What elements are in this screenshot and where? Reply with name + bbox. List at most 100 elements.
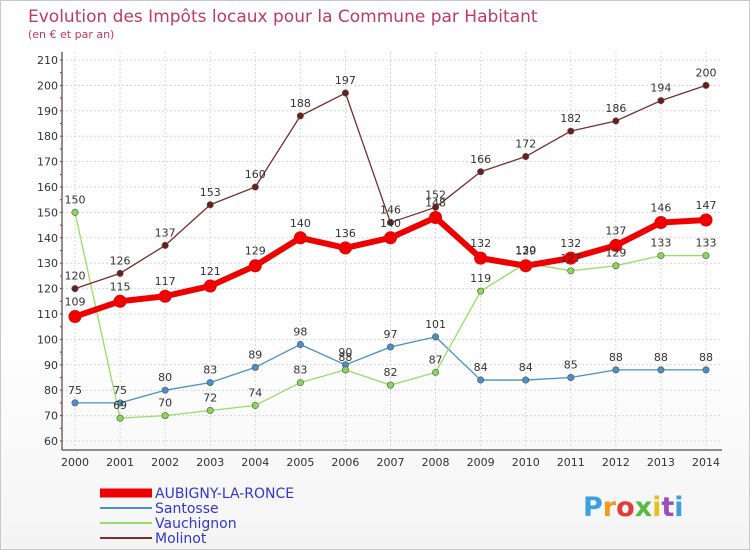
- y-tick-label-120: 120: [37, 283, 58, 296]
- legend-label-santosse: Santosse: [155, 501, 219, 517]
- logo-letter: i: [652, 492, 661, 523]
- data-label-molinot-2012: 186: [605, 102, 626, 115]
- data-point-molinot-2009: [477, 168, 485, 176]
- x-tick-label-2004: 2004: [241, 456, 269, 469]
- data-label-molinot-2011: 182: [560, 112, 581, 125]
- data-point-molinot-2002: [161, 241, 169, 249]
- data-label-molinot-2007: 146: [380, 204, 401, 217]
- y-tick-label-170: 170: [37, 156, 58, 169]
- x-tick-label-2001: 2001: [106, 456, 134, 469]
- data-point-aubigny-la-ronce-2003: [203, 279, 217, 293]
- x-tick-label-2005: 2005: [286, 456, 314, 469]
- data-point-vauchignon-2006: [341, 366, 349, 374]
- data-point-vauchignon-2008: [432, 368, 440, 376]
- y-tick-label-140: 140: [37, 232, 58, 245]
- data-label-aubigny-la-ronce-2002: 117: [155, 275, 176, 288]
- y-tick-label-90: 90: [44, 359, 58, 372]
- data-label-molinot-2013: 194: [650, 82, 671, 95]
- chart-subtitle: (en € et par an): [28, 28, 114, 41]
- data-label-molinot-2001: 126: [110, 254, 131, 267]
- logo-letter: r: [603, 492, 617, 523]
- data-label-molinot-2014: 200: [696, 66, 717, 79]
- x-tick-label-2010: 2010: [512, 456, 540, 469]
- data-point-molinot-2014: [702, 81, 710, 89]
- data-point-vauchignon-2001: [116, 414, 124, 422]
- data-point-santosse-2011: [567, 373, 575, 381]
- data-point-molinot-2000: [71, 285, 79, 293]
- data-point-santosse-2005: [296, 340, 304, 348]
- data-label-aubigny-la-ronce-2007: 140: [380, 217, 401, 230]
- y-tick-label-80: 80: [44, 384, 58, 397]
- data-label-aubigny-la-ronce-2011: 132: [560, 237, 581, 250]
- data-label-vauchignon-2000: 150: [65, 193, 86, 206]
- data-label-molinot-2002: 137: [155, 226, 176, 239]
- series-group: [68, 81, 713, 422]
- x-tick-label-2012: 2012: [602, 456, 630, 469]
- chart-title: Evolution des Impôts locaux pour la Comm…: [28, 7, 538, 27]
- data-point-molinot-2013: [657, 97, 665, 105]
- data-label-santosse-2005: 98: [293, 325, 307, 338]
- y-tick-label-100: 100: [37, 333, 58, 346]
- data-point-santosse-2000: [71, 399, 79, 407]
- data-point-santosse-2013: [657, 366, 665, 374]
- data-label-molinot-2008: 152: [425, 188, 446, 201]
- x-tick-label-2011: 2011: [557, 456, 585, 469]
- y-tick-label-110: 110: [37, 308, 58, 321]
- data-label-vauchignon-2002: 70: [158, 397, 172, 410]
- x-tick-label-2006: 2006: [331, 456, 359, 469]
- data-label-vauchignon-2012: 129: [605, 247, 626, 260]
- data-point-aubigny-la-ronce-2009: [474, 251, 488, 265]
- data-label-aubigny-la-ronce-2008: 148: [425, 196, 446, 209]
- data-label-molinot-2003: 153: [200, 186, 221, 199]
- logo-letter: x: [635, 492, 652, 523]
- y-tick-label-70: 70: [44, 410, 58, 423]
- data-label-vauchignon-2010: 130: [515, 244, 536, 257]
- data-label-vauchignon-2004: 74: [248, 386, 262, 399]
- logo-letter: i: [674, 492, 683, 523]
- data-label-vauchignon-2011: 127: [560, 252, 581, 265]
- data-label-santosse-2006: 90: [338, 346, 352, 359]
- x-tick-label-2007: 2007: [377, 456, 405, 469]
- data-point-aubigny-la-ronce-2005: [293, 231, 307, 245]
- y-tick-label-60: 60: [44, 435, 58, 448]
- data-point-aubigny-la-ronce-2013: [654, 216, 668, 230]
- data-label-molinot-2004: 160: [245, 168, 266, 181]
- data-labels: 75 75 80 83 89 98 90 97 101 84 84 85 88 88 88 150 69 70 72…: [65, 66, 717, 412]
- legend: AUBIGNY-LA-RONCESantosseVauchignonMolino…: [100, 486, 294, 547]
- data-point-santosse-2010: [522, 376, 530, 384]
- data-point-molinot-2004: [251, 183, 259, 191]
- x-tick-label-2002: 2002: [151, 456, 179, 469]
- data-point-aubigny-la-ronce-2001: [113, 294, 127, 308]
- data-label-vauchignon-2006: 88: [338, 351, 352, 364]
- data-label-santosse-2000: 75: [68, 384, 82, 397]
- y-tick-label-130: 130: [37, 257, 58, 270]
- logo-letter: t: [661, 492, 674, 523]
- legend-label-molinot: Molinot: [155, 531, 207, 547]
- data-point-santosse-2004: [251, 363, 259, 371]
- data-label-aubigny-la-ronce-2013: 146: [650, 202, 671, 215]
- data-label-vauchignon-2007: 82: [384, 366, 398, 379]
- x-tick-label-2000: 2000: [61, 456, 89, 469]
- data-point-aubigny-la-ronce-2010: [519, 259, 533, 273]
- data-label-molinot-2009: 166: [470, 153, 491, 166]
- data-point-aubigny-la-ronce-2011: [564, 251, 578, 265]
- y-tick-label-210: 210: [37, 54, 58, 67]
- y-tick-label-180: 180: [37, 130, 58, 143]
- data-label-aubigny-la-ronce-2006: 136: [335, 227, 356, 240]
- data-label-vauchignon-2005: 83: [293, 364, 307, 377]
- data-point-santosse-2012: [612, 366, 620, 374]
- data-label-vauchignon-2014: 133: [696, 237, 717, 250]
- y-tick-label-200: 200: [37, 79, 58, 92]
- data-point-vauchignon-2007: [386, 381, 394, 389]
- data-label-santosse-2013: 88: [654, 351, 668, 364]
- y-tick-label-150: 150: [37, 206, 58, 219]
- data-point-vauchignon-2000: [71, 208, 79, 216]
- data-point-santosse-2014: [702, 366, 710, 374]
- data-point-molinot-2003: [206, 201, 214, 209]
- data-point-vauchignon-2002: [161, 412, 169, 420]
- data-label-aubigny-la-ronce-2004: 129: [245, 245, 266, 258]
- data-label-vauchignon-2013: 133: [650, 237, 671, 250]
- data-point-molinot-2007: [386, 219, 394, 227]
- y-tick-label-160: 160: [37, 181, 58, 194]
